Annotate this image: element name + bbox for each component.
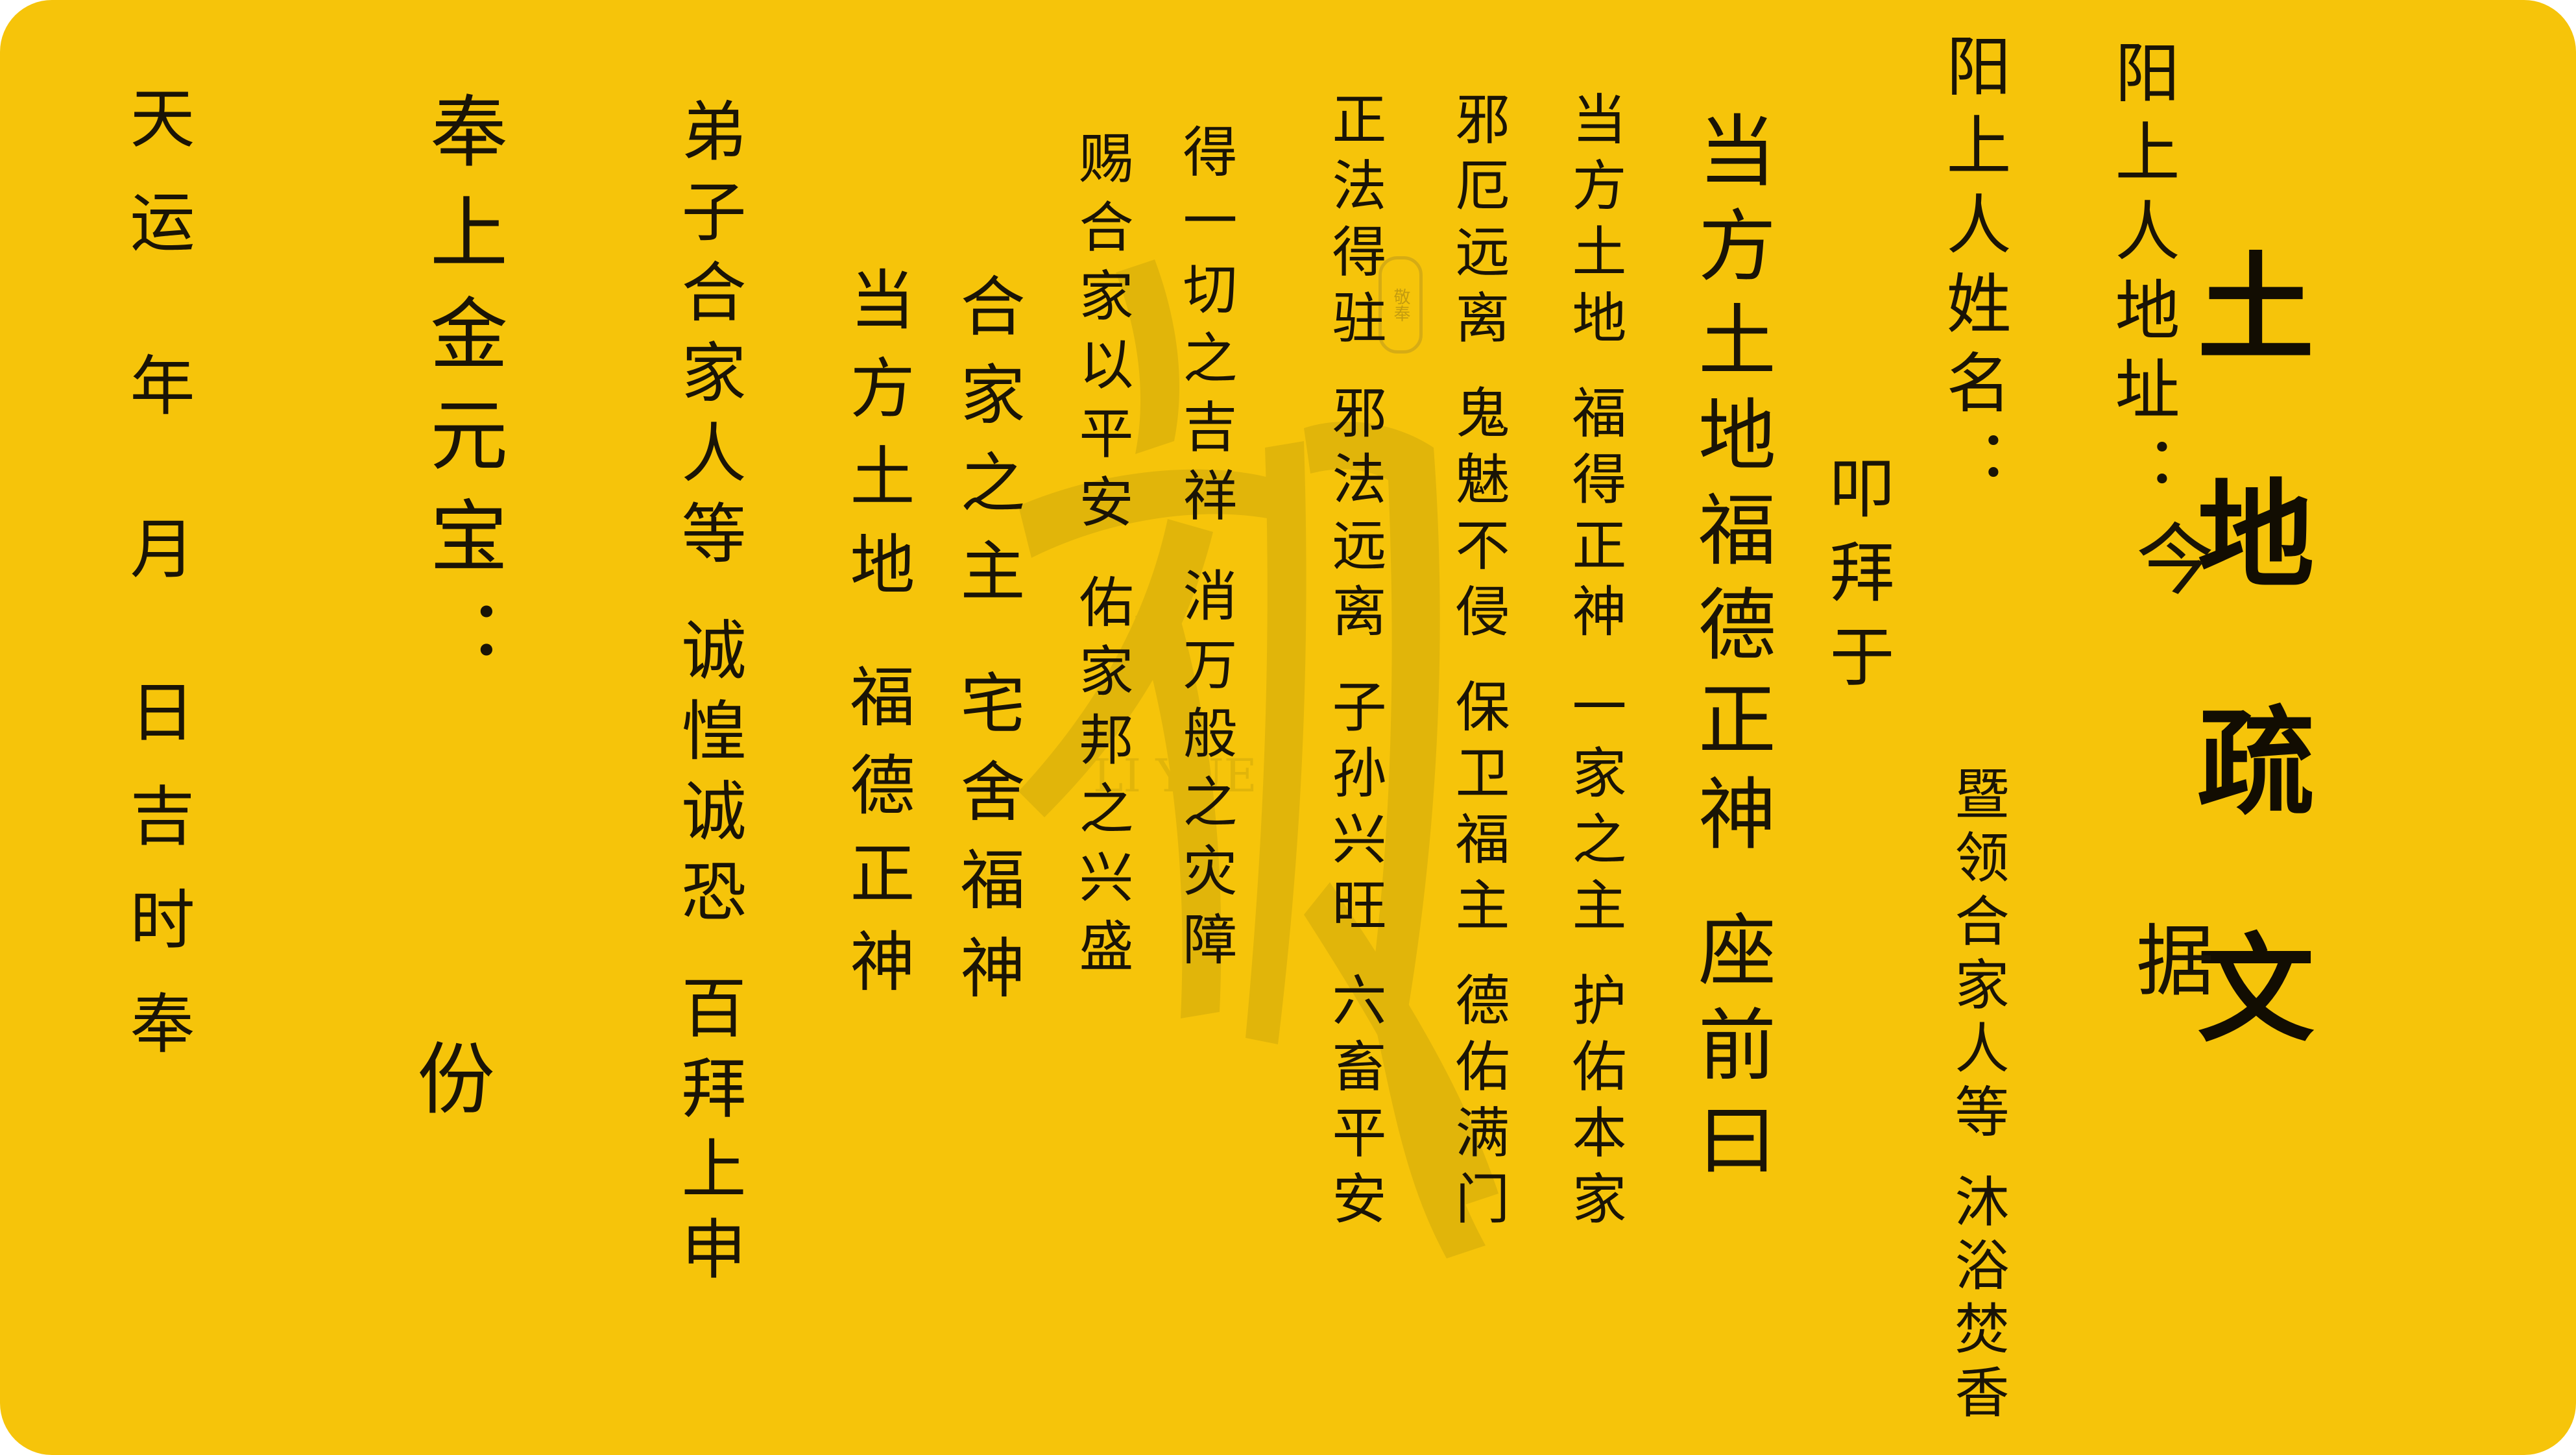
watermark-calligraphy-graphic: LI YUE [1018,259,1499,1258]
text-column-2: 邪厄远离 鬼魅不侵 保卫福主 德佑满门 [1447,91,1510,1237]
text-column-5: 赐合家以平安 佑家邦之兴盛 [1070,130,1134,987]
deity-main-line: 当方土地福德正神 座前曰 [1685,110,1775,1194]
text-column-8: 弟子合家人等 诚惶诚恐 百拜上申 [670,97,746,1296]
jin-ju-text: 今 据 [2123,519,2213,1148]
offering-line: 奉上金元宝： [416,91,507,698]
date-line: 天运 年 月 日吉时奉 [119,84,195,1094]
family-line: 暨领合家人等 沐浴焚香 [1946,765,2010,1428]
name-line: 阳上人姓名： [1935,32,2011,507]
text-column-7: 当方土地 福德正神 [839,266,915,1016]
text-column-6: 合家之主 宅舍福神 [949,272,1025,1022]
text-column-1: 当方土地 福得正神 一家之主 护佑本家 [1563,91,1627,1237]
fen-text: 份 [403,1038,494,1129]
watermark-latin-text: LI YUE [1093,749,1257,802]
kou-bai-text: 叩拜于 [1818,454,1894,707]
address-line: 阳上人地址： [2104,39,2180,514]
text-column-4: 得一切之吉祥 消万般之灾障 [1174,123,1238,980]
text-column-3: 正法得驻 邪法远离 子孙兴旺 六畜平安 [1323,91,1387,1237]
document-title: 土地疏文 [2177,247,2314,1155]
seal-stamp: 敬奉 [1378,256,1423,354]
